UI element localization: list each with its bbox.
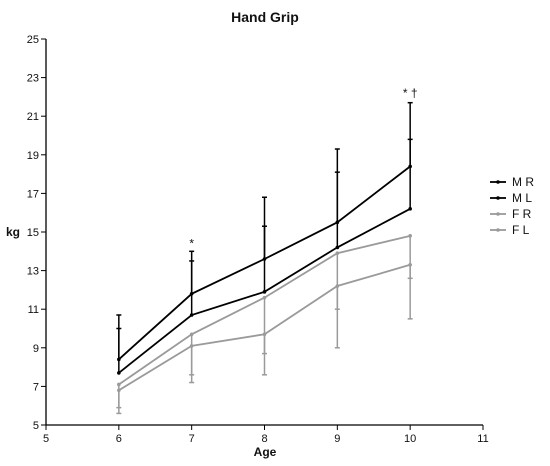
chart-title: Hand Grip (231, 9, 299, 25)
significance-annotations: * * † (189, 86, 417, 251)
data-point (408, 164, 412, 169)
data-point (335, 220, 340, 225)
legend-label: M R (512, 175, 534, 189)
data-point (262, 332, 267, 337)
x-tick-label: 6 (116, 433, 122, 445)
data-point (117, 357, 121, 362)
data-point (262, 257, 267, 261)
data-point (335, 284, 340, 288)
y-tick-label: 9 (33, 343, 39, 355)
annotation-label: * † (403, 86, 418, 100)
y-tick-label: 11 (28, 304, 39, 316)
y-axis-title: kg (6, 225, 20, 239)
y-tick-label: 5 (33, 420, 39, 432)
legend-label: F L (512, 223, 530, 237)
data-point (262, 290, 267, 294)
legend-marker (496, 212, 500, 216)
data-point (408, 207, 412, 211)
data-point (117, 382, 121, 387)
y-tick-label: 19 (27, 150, 39, 162)
x-tick-label: 7 (189, 433, 195, 445)
x-tick-label: 11 (477, 433, 488, 445)
legend: M R M L F R F L (490, 175, 534, 237)
data-point (117, 371, 121, 375)
data-point (189, 313, 194, 317)
legend-label: F R (512, 207, 532, 221)
annotation-label: * (189, 237, 194, 251)
x-tick-label: 5 (43, 433, 49, 445)
data-point (408, 234, 412, 238)
x-tick-label: 10 (404, 433, 416, 445)
data-point (189, 291, 194, 296)
legend-marker (496, 196, 500, 200)
legend-marker (496, 180, 500, 184)
y-tick-label: 7 (33, 381, 39, 393)
error-bars (116, 101, 413, 415)
x-tick-label: 8 (261, 433, 267, 445)
data-point (408, 263, 412, 267)
y-tick-label: 21 (27, 111, 39, 123)
data-point (335, 245, 340, 250)
legend-label: M L (512, 191, 532, 205)
axes: 5 7 9 11 13 15 17 19 21 23 25 5 6 7 8 9 10 11 (27, 34, 489, 445)
data-point (262, 295, 267, 300)
x-axis-title: Age (254, 445, 277, 459)
y-tick-label: 13 (27, 266, 39, 278)
x-tick-label: 9 (334, 433, 340, 445)
series-lines (117, 164, 412, 393)
y-tick-label: 17 (27, 188, 39, 200)
data-point (335, 251, 340, 256)
y-tick-label: 15 (27, 227, 39, 239)
data-point (189, 332, 194, 337)
y-tick-label: 25 (27, 34, 39, 46)
y-tick-label: 23 (27, 73, 39, 85)
data-point (117, 388, 121, 393)
legend-marker (496, 228, 500, 232)
data-point (189, 344, 194, 348)
